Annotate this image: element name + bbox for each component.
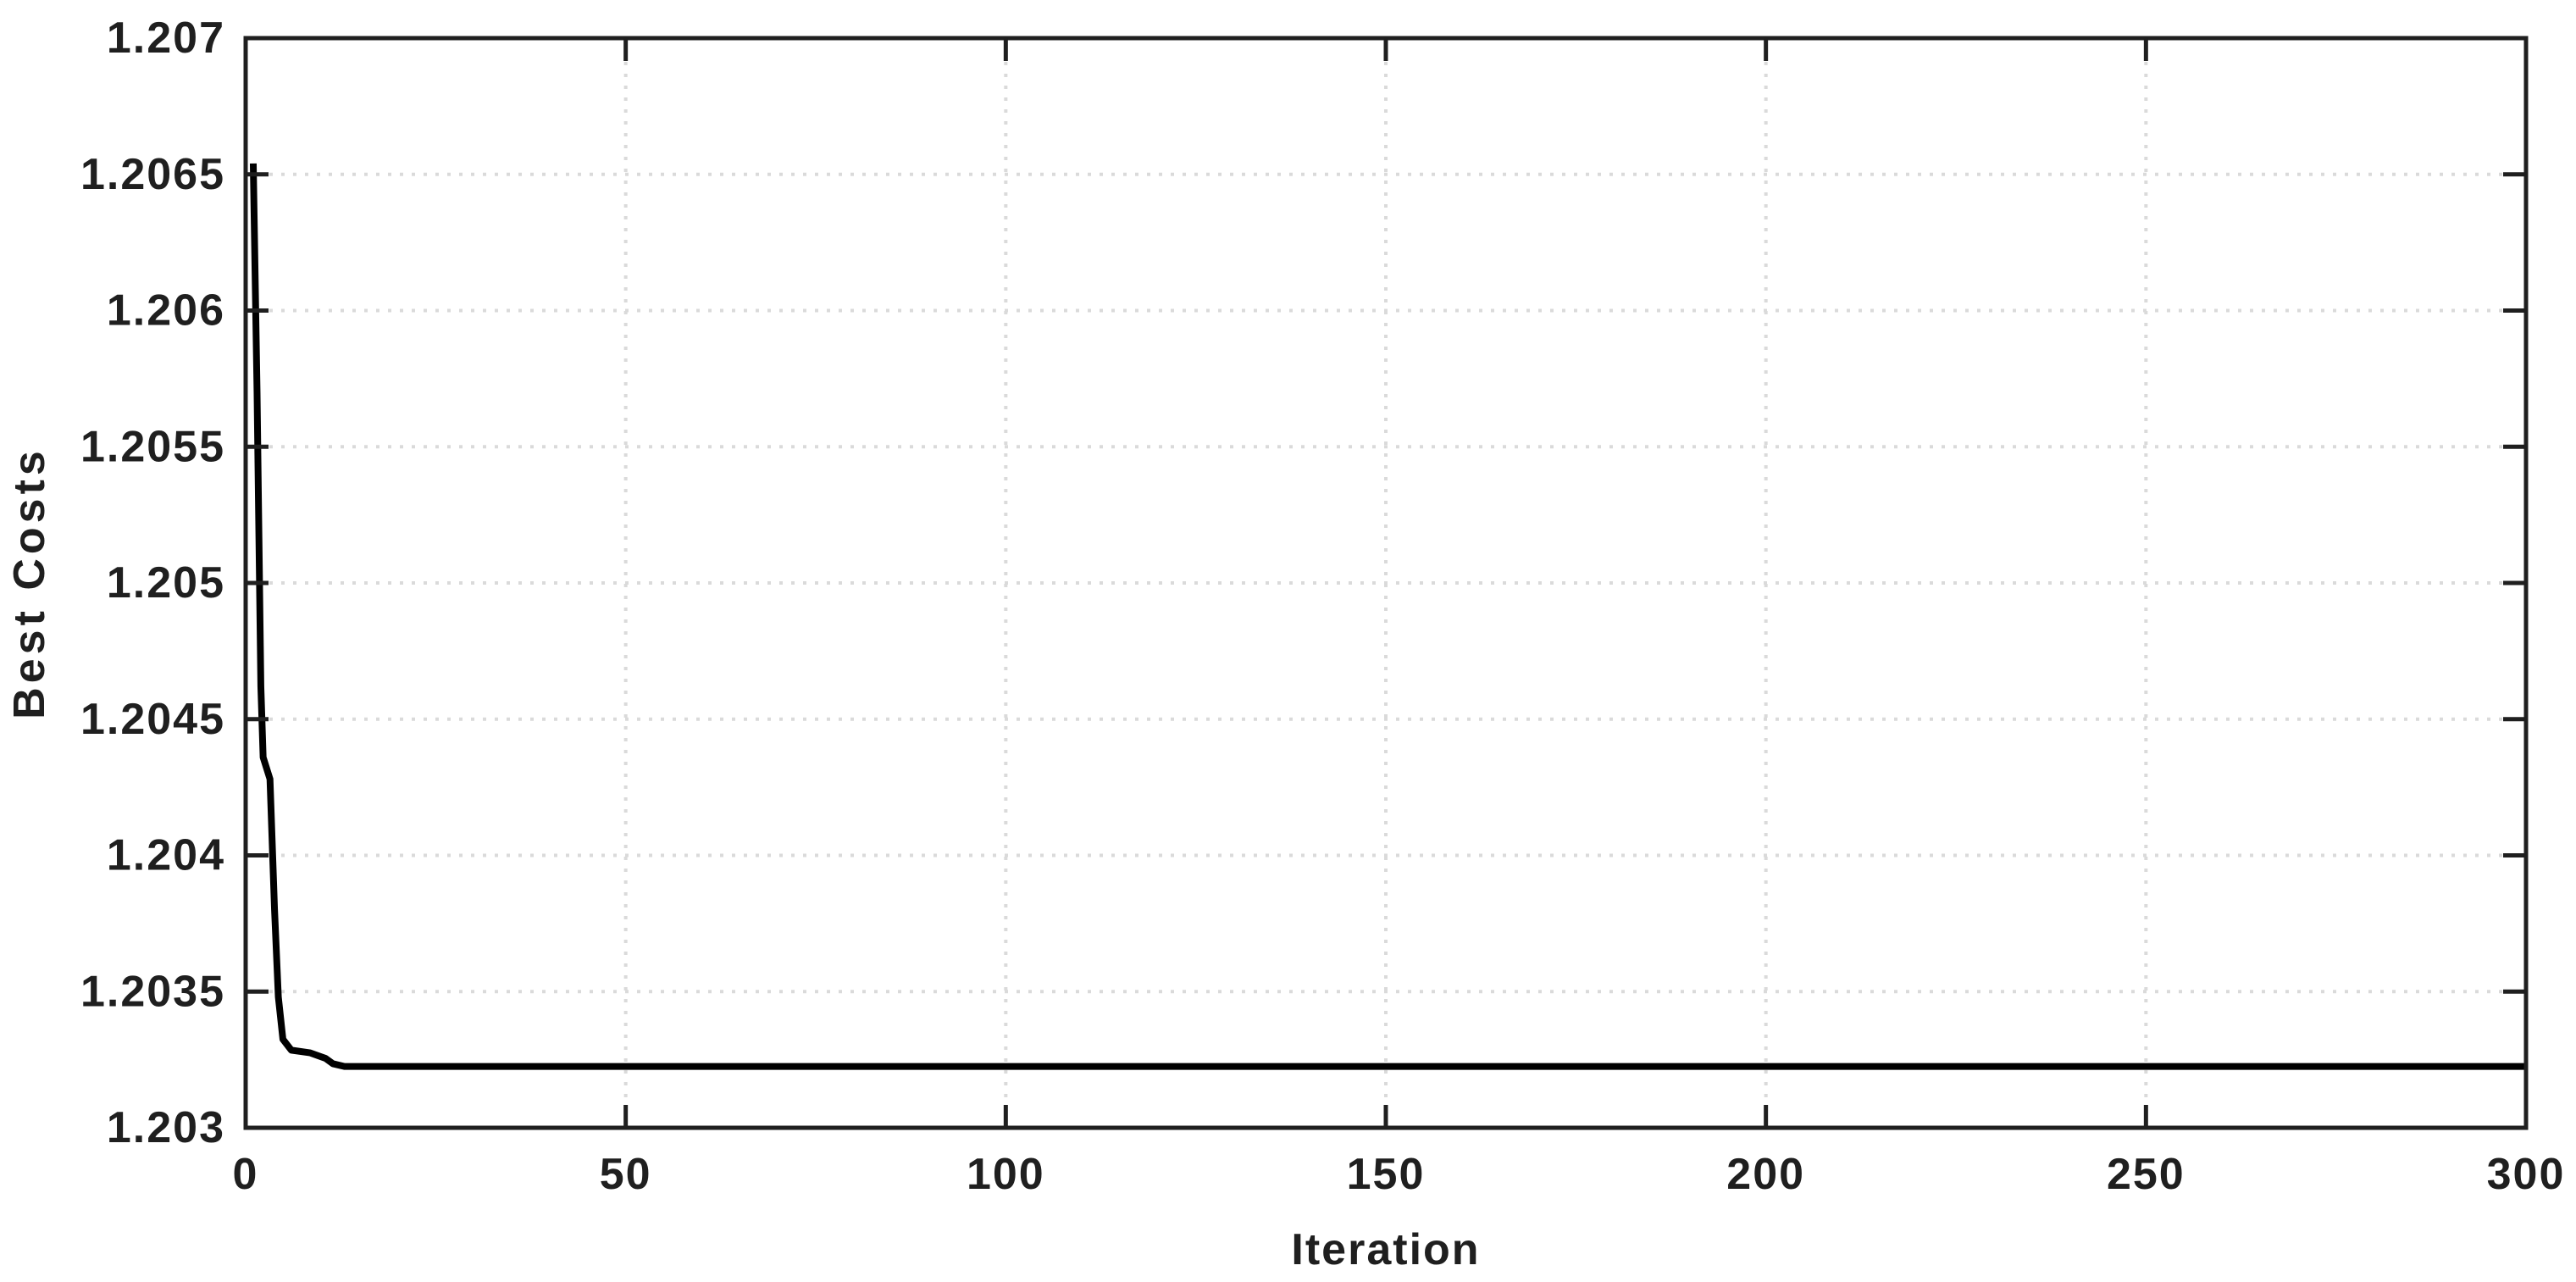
y-tick-label: 1.2065 xyxy=(80,150,225,199)
y-tick-label: 1.207 xyxy=(107,14,225,63)
y-tick-label: 1.205 xyxy=(107,558,225,608)
y-axis-label: Best Costs xyxy=(5,447,54,719)
x-tick-label: 200 xyxy=(1726,1150,1805,1199)
y-tick-label: 1.206 xyxy=(107,286,225,336)
x-tick-label: 150 xyxy=(1347,1150,1426,1199)
tick-label-layer: 0 50 100 150 200 250 300 1.203 1.2035 1.204 1.2045… xyxy=(80,14,2566,1199)
axis-layer xyxy=(243,36,2529,1130)
x-tick-label: 0 xyxy=(233,1150,259,1199)
y-tick-label: 1.2045 xyxy=(80,695,225,744)
series-layer xyxy=(249,163,2526,1070)
x-tick-label: 50 xyxy=(600,1150,652,1199)
curve-best-costs xyxy=(249,163,2526,1070)
x-tick-label: 250 xyxy=(2107,1150,2185,1199)
grid-layer xyxy=(246,38,2526,1128)
y-tick-label: 1.2035 xyxy=(80,967,225,1016)
x-tick-label: 100 xyxy=(967,1150,1045,1199)
x-axis-label: Iteration xyxy=(1291,1225,1480,1274)
y-tick-label: 1.203 xyxy=(107,1103,225,1152)
y-tick-label: 1.2055 xyxy=(80,422,225,471)
y-tick-label: 1.204 xyxy=(107,831,225,880)
x-tick-label: 300 xyxy=(2487,1150,2566,1199)
